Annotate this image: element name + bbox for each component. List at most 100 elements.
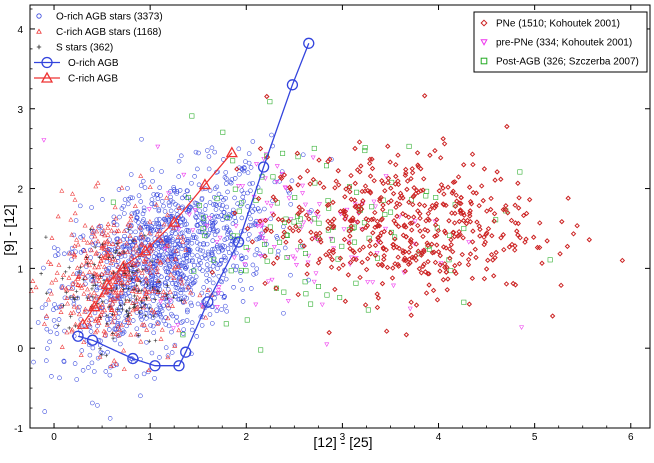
point-pne xyxy=(452,179,458,185)
point-pre-pne xyxy=(253,302,259,308)
point-pne xyxy=(255,195,262,202)
point-o-rich-agb-stars xyxy=(103,267,109,272)
point-post-agb xyxy=(267,99,273,105)
point-pne xyxy=(415,162,421,168)
point-o-rich-agb-stars xyxy=(115,259,121,264)
point-pne xyxy=(498,176,504,182)
point-o-rich-agb-stars xyxy=(249,286,254,291)
point-o-rich-agb-stars xyxy=(80,368,86,373)
point-o-rich-agb-stars xyxy=(180,204,185,210)
point-c-rich-agb-stars xyxy=(101,242,107,247)
point-o-rich-agb-stars xyxy=(118,341,123,347)
point-pne xyxy=(408,175,414,182)
point-o-rich-agb-stars xyxy=(107,416,113,421)
legend-label: pre-PNe (334; Kohoutek 2001) xyxy=(496,38,632,49)
point-c-rich-agb-stars xyxy=(93,316,99,321)
point-post-agb xyxy=(461,299,467,305)
point-c-rich-agb-stars xyxy=(110,283,116,288)
track-o-rich-agb-point xyxy=(303,37,315,49)
point-s-stars xyxy=(81,277,86,282)
point-c-rich-agb-stars xyxy=(112,290,118,295)
point-o-rich-agb-stars xyxy=(190,257,195,263)
point-pne xyxy=(287,225,293,231)
point-pre-pne xyxy=(269,277,275,283)
point-c-rich-agb-stars xyxy=(59,344,65,349)
point-o-rich-agb-stars xyxy=(157,216,162,222)
point-s-stars xyxy=(125,309,129,314)
point-pre-pne xyxy=(170,326,176,331)
point-c-rich-agb-stars xyxy=(138,173,144,178)
point-pne xyxy=(466,210,473,217)
point-s-stars xyxy=(122,302,127,306)
point-post-agb xyxy=(234,233,240,239)
point-pne xyxy=(379,262,386,269)
point-o-rich-agb-stars xyxy=(259,235,264,241)
point-o-rich-agb-stars xyxy=(128,172,134,177)
point-c-rich-agb-stars xyxy=(94,293,99,299)
point-post-agb xyxy=(447,232,453,238)
point-o-rich-agb-stars xyxy=(139,137,144,142)
point-pne xyxy=(340,262,346,268)
point-s-stars xyxy=(150,259,154,263)
point-o-rich-agb-stars xyxy=(222,293,227,299)
point-c-rich-agb-stars xyxy=(154,269,160,275)
point-pre-pne xyxy=(274,164,280,169)
point-pre-pne xyxy=(286,196,292,201)
point-pne xyxy=(326,329,332,336)
point-pre-pne xyxy=(158,299,164,305)
point-c-rich-agb-stars xyxy=(143,256,149,261)
point-o-rich-agb-stars xyxy=(195,253,200,258)
point-c-rich-agb-stars xyxy=(78,352,84,357)
point-o-rich-agb-stars xyxy=(195,301,201,307)
point-pne xyxy=(420,263,426,270)
point-pre-pne xyxy=(262,176,268,181)
point-o-rich-agb-stars xyxy=(217,243,223,249)
point-c-rich-agb-stars xyxy=(188,289,194,295)
point-o-rich-agb-stars xyxy=(112,337,118,343)
point-pre-pne xyxy=(310,155,316,161)
point-o-rich-agb-stars xyxy=(181,327,186,332)
point-o-rich-agb-stars xyxy=(196,150,201,156)
point-post-agb xyxy=(238,267,244,273)
point-pre-pne xyxy=(317,202,322,207)
point-o-rich-agb-stars xyxy=(207,287,212,293)
point-c-rich-agb-stars xyxy=(99,292,104,297)
point-o-rich-agb-stars xyxy=(107,275,112,281)
point-o-rich-agb-stars xyxy=(197,266,203,271)
point-pne xyxy=(297,238,304,244)
point-o-rich-agb-stars xyxy=(247,232,252,237)
point-o-rich-agb-stars xyxy=(216,191,222,197)
point-o-rich-agb-stars xyxy=(209,247,215,252)
point-pne xyxy=(367,173,374,179)
point-s-stars xyxy=(102,278,106,283)
point-pre-pne xyxy=(266,279,271,284)
track-c-rich-agb-line xyxy=(82,152,233,325)
point-c-rich-agb-stars xyxy=(129,288,135,293)
point-pne xyxy=(470,189,476,196)
point-pne xyxy=(347,189,353,195)
point-pne xyxy=(408,227,415,233)
point-o-rich-agb-stars xyxy=(193,235,199,240)
point-o-rich-agb-stars xyxy=(200,248,206,254)
point-post-agb xyxy=(196,202,202,208)
point-s-stars xyxy=(90,287,94,291)
point-c-rich-agb-stars xyxy=(112,204,118,210)
point-pne xyxy=(308,229,314,235)
point-s-stars xyxy=(147,339,152,344)
point-o-rich-agb-stars xyxy=(137,258,142,263)
point-pne xyxy=(374,304,381,311)
point-o-rich-agb-stars xyxy=(164,235,169,240)
point-o-rich-agb-stars xyxy=(104,259,110,265)
point-pne xyxy=(425,258,431,265)
point-pne xyxy=(358,206,365,212)
point-pre-pne xyxy=(282,185,288,190)
point-pne xyxy=(393,221,399,227)
track-c-rich-agb-point xyxy=(88,300,101,312)
point-c-rich-agb-stars xyxy=(168,271,174,277)
point-o-rich-agb-stars xyxy=(223,303,228,309)
point-pre-pne xyxy=(236,184,242,189)
point-o-rich-agb-stars xyxy=(108,313,113,318)
point-o-rich-agb-stars xyxy=(215,228,221,233)
point-post-agb xyxy=(353,280,359,286)
point-o-rich-agb-stars xyxy=(122,284,128,289)
